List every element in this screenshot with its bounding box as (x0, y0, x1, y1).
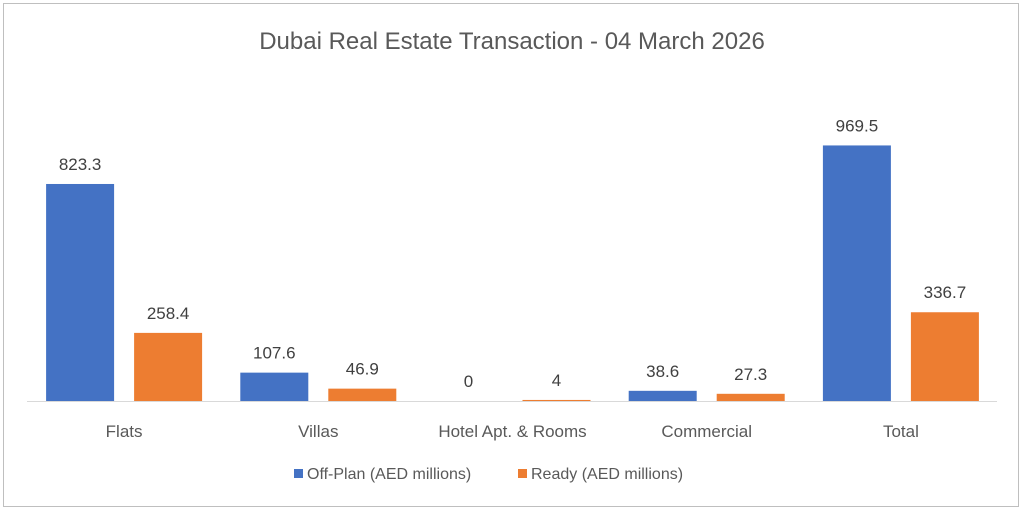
x-tick-label: Villas (298, 422, 338, 441)
bar-off-plan-0 (46, 183, 115, 401)
bar-ready-2 (522, 399, 591, 401)
data-label: 969.5 (836, 116, 879, 135)
x-tick-label: Flats (106, 422, 143, 441)
x-tick-label: Commercial (661, 422, 752, 441)
data-label: 823.3 (59, 155, 102, 174)
bar-ready-3 (716, 393, 785, 401)
legend-label: Ready (AED millions) (531, 466, 683, 483)
bar-off-plan-4 (822, 145, 891, 401)
bar-ready-0 (134, 332, 203, 401)
data-label: 0 (464, 372, 473, 391)
chart-title: Dubai Real Estate Transaction - 04 March… (259, 28, 765, 55)
data-label: 4 (552, 371, 561, 390)
data-label: 38.6 (646, 362, 679, 381)
data-label: 336.7 (924, 283, 967, 302)
bar-off-plan-3 (628, 390, 697, 401)
data-label: 107.6 (253, 344, 296, 363)
legend-label: Off-Plan (AED millions) (307, 466, 471, 483)
bar-ready-4 (910, 312, 979, 401)
data-label: 27.3 (734, 365, 767, 384)
x-tick-label: Hotel Apt. & Rooms (438, 422, 586, 441)
data-label: 258.4 (147, 304, 190, 323)
x-tick-label: Total (883, 422, 919, 441)
legend: Off-Plan (AED millions) Ready (AED millio… (294, 466, 683, 483)
bar-off-plan-1 (240, 372, 309, 401)
legend-swatch-off-plan (294, 469, 303, 478)
bar-ready-1 (328, 388, 397, 401)
legend-swatch-ready (518, 469, 527, 478)
data-label: 46.9 (346, 360, 379, 379)
